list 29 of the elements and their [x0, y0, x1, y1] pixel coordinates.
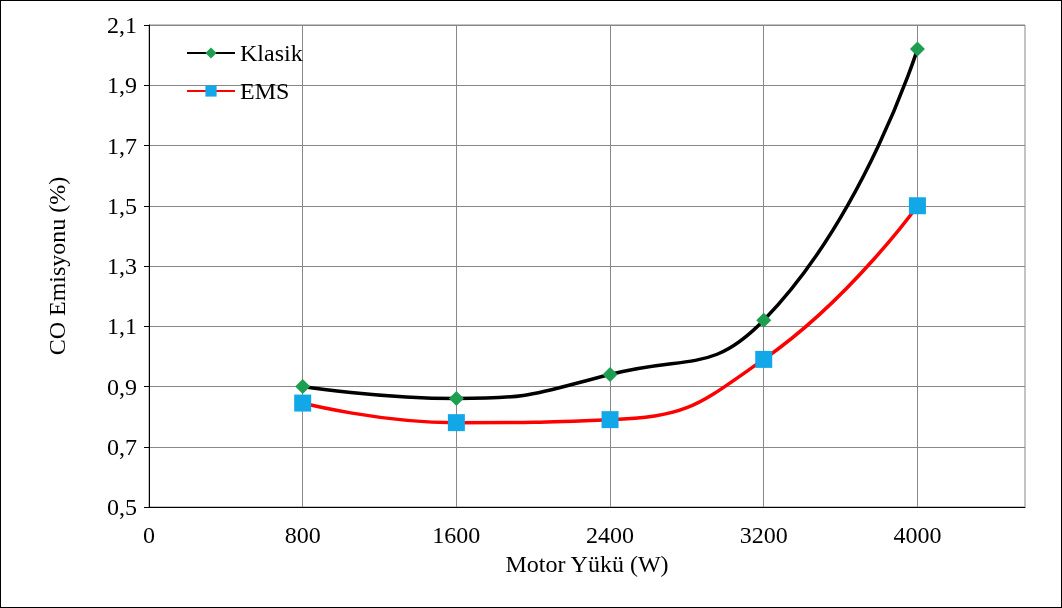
- point: [295, 379, 311, 394]
- x-tick-label: 0: [143, 522, 155, 548]
- y-tick-label: 2,1: [107, 12, 137, 38]
- point: [908, 197, 926, 215]
- x-tick-label: 1600: [432, 522, 481, 548]
- x-axis-title: Motor Yükü (W): [505, 551, 669, 577]
- x-tick-label: 2400: [586, 522, 635, 548]
- point: [448, 391, 464, 407]
- y-tick-label: 1,5: [107, 192, 137, 219]
- legend-label: Klasik: [240, 40, 303, 66]
- y-tick-label: 0,5: [107, 494, 137, 520]
- y-tick-label: 0,9: [107, 373, 137, 400]
- point: [447, 414, 465, 432]
- x-tick-label: 3200: [739, 522, 788, 548]
- point: [755, 350, 773, 368]
- y-tick-label: 1,3: [107, 253, 137, 279]
- point: [756, 312, 772, 328]
- legend-label: EMS: [240, 78, 290, 104]
- point: [601, 411, 619, 429]
- x-tick-label: 800: [284, 522, 321, 548]
- point: [602, 366, 618, 382]
- y-tick-label: 0,7: [107, 433, 137, 460]
- y-tick-label: 1,1: [107, 313, 137, 340]
- point: [909, 41, 925, 57]
- y-axis-title: CO Emisyonu (%): [44, 176, 70, 356]
- y-tick-label: 1,9: [107, 72, 137, 99]
- point: [294, 394, 312, 412]
- y-tick-label: 1,7: [107, 132, 137, 159]
- x-tick-label: 4000: [893, 522, 942, 548]
